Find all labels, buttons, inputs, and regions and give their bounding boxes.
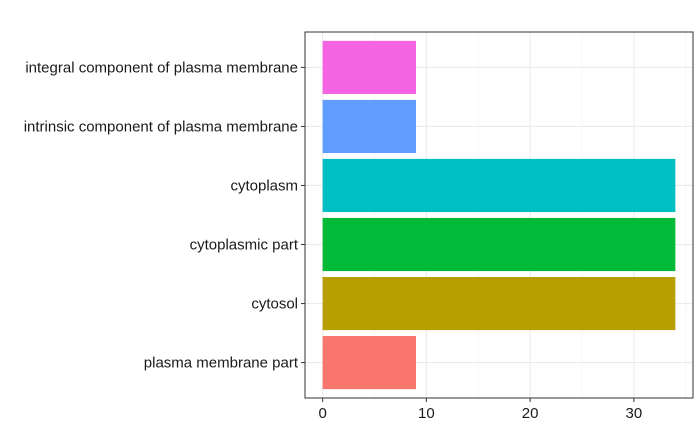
y-tick-label-cytoplasm: cytoplasm <box>230 177 298 194</box>
y-tick-label-cytosol: cytosol <box>251 296 298 313</box>
bar-cytosol <box>322 276 676 331</box>
bar-plasma-membrane-part <box>322 336 417 390</box>
x-axis: 0 10 20 30 <box>318 398 642 422</box>
y-tick-label-plasma-membrane-part: plasma membrane part <box>144 355 299 372</box>
bar-cytoplasmic-part <box>322 217 676 272</box>
panel-border <box>304 31 694 399</box>
x-tick-label-10: 10 <box>418 405 435 422</box>
bar-integral-component-of-plasma-membrane <box>322 40 417 94</box>
y-tick-label-integral-component-of-plasma-membrane: integral component of plasma membrane <box>25 59 298 76</box>
y-tick-label-intrinsic-component-of-plasma-membrane: intrinsic component of plasma membrane <box>24 118 298 135</box>
bar-cytoplasm <box>322 158 676 213</box>
x-tick-label-30: 30 <box>626 405 643 422</box>
y-tick-label-cytoplasmic-part: cytoplasmic part <box>190 237 299 254</box>
bars <box>322 40 676 390</box>
bar-intrinsic-component-of-plasma-membrane <box>322 99 417 154</box>
x-tick-label-20: 20 <box>522 405 539 422</box>
y-axis: plasma membrane part cytosol cytoplasmic p… <box>24 59 305 372</box>
x-tick-label-0: 0 <box>318 405 326 422</box>
